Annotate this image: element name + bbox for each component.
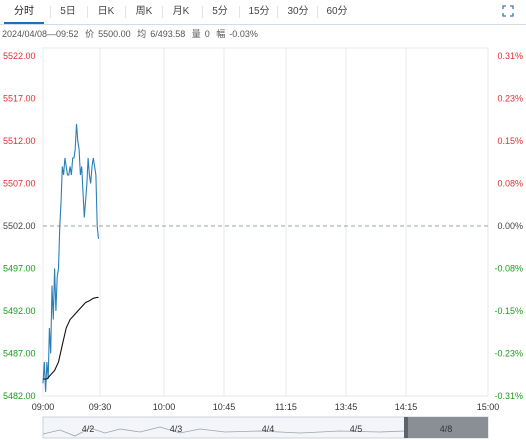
info-price: 5500.00 — [98, 29, 131, 39]
y-tick-price: 5487.00 — [3, 349, 36, 359]
x-tick-label: 09:30 — [89, 402, 112, 412]
info-vol: 0 — [204, 29, 210, 39]
tab-60分[interactable]: 60分 — [326, 6, 348, 17]
y-tick-pct: -0.23% — [494, 349, 523, 359]
tab-separator — [50, 6, 51, 18]
info-vol-label: 量 — [191, 29, 201, 39]
y-tick-price: 5482.00 — [3, 391, 36, 401]
info-datetime: 2024/04/08—09:52 — [2, 29, 79, 39]
tab-separator — [239, 6, 240, 18]
info-avg: 6/493.58 — [150, 29, 186, 39]
info-chg: -0.03% — [229, 29, 258, 39]
tab-月K[interactable]: 月K — [172, 6, 190, 17]
navigator-sparkline — [42, 426, 407, 437]
tab-separator — [162, 6, 163, 18]
tab-周K[interactable]: 周K — [135, 6, 153, 17]
y-tick-price: 5512.00 — [3, 136, 36, 146]
tab-separator — [87, 6, 88, 18]
info-avg-label: 均 — [137, 29, 147, 39]
navigator-date-label: 4/5 — [350, 424, 363, 434]
x-tick-label: 09:00 — [32, 402, 55, 412]
info-chg-label: 幅 — [216, 29, 226, 39]
tab-separator — [277, 6, 278, 18]
y-tick-price: 5522.00 — [3, 51, 36, 61]
navigator-window — [406, 417, 488, 438]
y-tick-pct: -0.15% — [494, 306, 523, 316]
info-price-label: 价 — [85, 29, 95, 39]
tab-5分[interactable]: 5分 — [212, 6, 228, 17]
y-tick-pct: -0.31% — [494, 391, 523, 401]
y-tick-pct: 0.15% — [497, 136, 523, 146]
tab-separator — [202, 6, 203, 18]
tab-30分[interactable]: 30分 — [287, 6, 309, 17]
y-tick-pct: 0.23% — [497, 94, 523, 104]
tab-15分[interactable]: 15分 — [248, 6, 270, 17]
fullscreen-icon[interactable] — [502, 5, 514, 17]
x-tick-label: 10:00 — [153, 402, 176, 412]
x-tick-label: 15:00 — [477, 402, 500, 412]
y-tick-price: 5497.00 — [3, 264, 36, 274]
navigator-date-label: 4/4 — [262, 424, 275, 434]
y-tick-pct: 0.31% — [497, 51, 523, 61]
chart-period-tabs: 分时 5日 日K 周K 月K 5分 15分 30分 60分 — [0, 0, 526, 25]
y-tick-price: 5502.00 — [3, 221, 36, 231]
x-tick-label: 10:45 — [213, 402, 236, 412]
plot-frame — [42, 47, 489, 397]
tab-日K[interactable]: 日K — [97, 6, 115, 17]
tab-separator — [317, 6, 318, 18]
x-tick-label: 14:15 — [395, 402, 418, 412]
y-tick-pct: 0.08% — [497, 179, 523, 189]
y-tick-pct: -0.08% — [494, 264, 523, 274]
y-tick-price: 5507.00 — [3, 179, 36, 189]
navigator-date-label: 4/8 — [440, 424, 453, 434]
x-tick-label: 13:45 — [335, 402, 358, 412]
tab-分时[interactable]: 分时 — [4, 0, 44, 24]
y-tick-price: 5492.00 — [3, 306, 36, 316]
tab-separator — [125, 6, 126, 18]
y-tick-price: 5517.00 — [3, 94, 36, 104]
price-line — [42, 123, 100, 392]
navigator-date-label: 4/3 — [170, 424, 183, 434]
tab-5日[interactable]: 5日 — [60, 6, 76, 17]
navigator-handle-left[interactable] — [404, 417, 408, 438]
y-tick-pct: 0.00% — [497, 221, 523, 231]
x-tick-label: 11:15 — [275, 402, 297, 412]
navigator-date-label: 4/2 — [82, 424, 95, 434]
avg-line — [43, 296, 99, 380]
